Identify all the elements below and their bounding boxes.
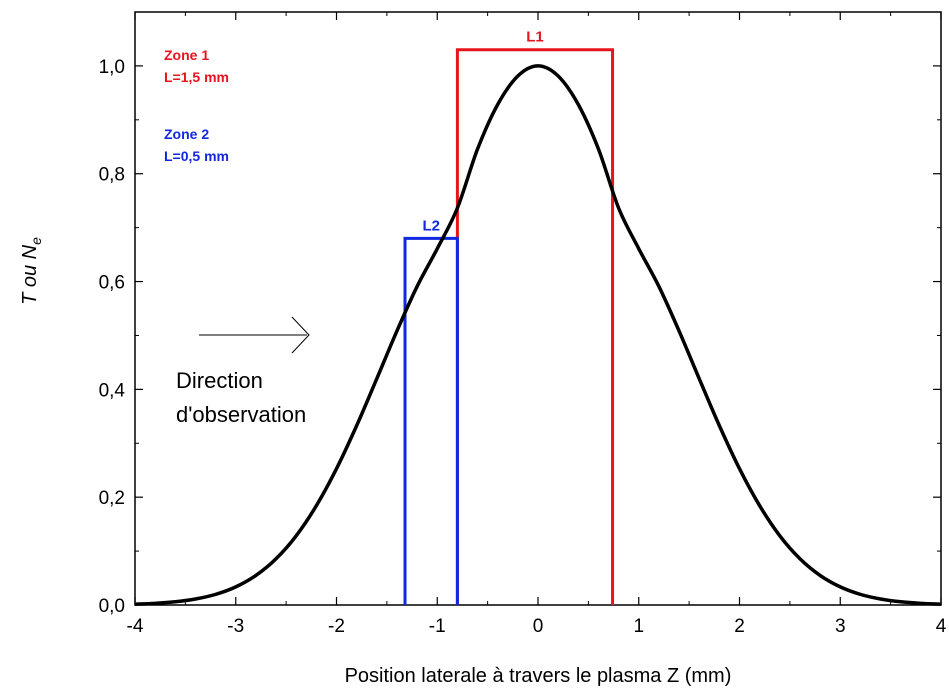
- series-point: [134, 603, 136, 605]
- legend-zone2-title: Zone 2: [164, 126, 209, 142]
- series-point: [839, 586, 841, 588]
- series-point: [557, 75, 559, 77]
- y-tick-label: 0,2: [99, 488, 125, 509]
- region-group: L1 L2: [403, 29, 615, 605]
- series-point: [638, 248, 640, 250]
- series-group: [134, 64, 942, 606]
- series-point: [819, 574, 821, 576]
- series-point: [920, 602, 922, 604]
- series-point: [194, 598, 196, 600]
- x-axis-title: Position laterale à travers le plasma Z …: [345, 665, 732, 687]
- series-point: [396, 330, 398, 332]
- x-tick-label: 1: [633, 616, 644, 637]
- series-point: [900, 601, 902, 603]
- series-point: [275, 558, 277, 560]
- y-axis-title-subscript: e: [28, 237, 44, 245]
- series-point: [940, 603, 942, 605]
- y-tick-label: 0,6: [99, 273, 125, 294]
- series-point: [497, 104, 499, 106]
- series-point: [456, 207, 458, 209]
- y-tick-label: 1,0: [99, 57, 125, 78]
- series-point: [436, 248, 438, 250]
- y-tick-label: 0,0: [99, 596, 125, 617]
- series-point: [235, 586, 237, 588]
- series-point: [597, 148, 599, 150]
- y-axis-title-main: T ou N: [19, 244, 41, 305]
- arrow-icon: [199, 316, 310, 354]
- series-point: [618, 207, 620, 209]
- x-tick-label: 0: [533, 616, 544, 637]
- x-tick-label: -4: [127, 616, 144, 637]
- y-tick-label: 0,8: [99, 165, 125, 186]
- series-point: [678, 330, 680, 332]
- series-point: [376, 378, 378, 380]
- legend-zone1-value: L=1,5 mm: [164, 69, 229, 85]
- series-point: [577, 104, 579, 106]
- tick-group: -4 -3 -2 -1 0 1 2 3 4 0,0 0,2 0,4 0,6 0,8 1,0: [99, 11, 947, 637]
- series-point: [215, 593, 217, 595]
- series-point: [759, 505, 761, 507]
- series-point: [255, 574, 257, 576]
- x-tick-label: -3: [227, 616, 244, 637]
- series-point: [718, 425, 720, 427]
- x-tick-label: 3: [835, 616, 846, 637]
- y-tick-label: 0,4: [99, 380, 126, 401]
- x-tick-label: 4: [936, 616, 947, 637]
- series-point: [880, 598, 882, 600]
- series-point: [859, 593, 861, 595]
- series-point: [295, 535, 297, 537]
- series-point: [658, 285, 660, 287]
- legend-zone1-title: Zone 1: [164, 47, 209, 63]
- series-point: [336, 468, 337, 470]
- x-tick-label: 2: [734, 616, 745, 637]
- x-tick-label: -1: [429, 616, 446, 637]
- series-point: [315, 505, 317, 507]
- x-tick-label: -2: [328, 616, 345, 637]
- series-point: [356, 425, 358, 427]
- region-l2-label: L2: [422, 217, 440, 234]
- series-point: [537, 65, 539, 67]
- annotation-line-2: d'observation: [176, 402, 306, 427]
- series-point: [174, 601, 176, 603]
- series-point: [477, 148, 479, 150]
- y-axis-title: T ou Ne: [19, 237, 44, 305]
- series-point: [779, 535, 781, 537]
- region-l1-label: L1: [526, 29, 544, 46]
- series-point: [517, 75, 519, 77]
- annotation-line-1: Direction: [176, 368, 263, 393]
- region-l2: [403, 236, 459, 605]
- series-point: [154, 602, 156, 604]
- series-point: [698, 378, 700, 380]
- series-point: [739, 468, 740, 470]
- series-point: [799, 558, 801, 560]
- legend-zone2-value: L=0,5 mm: [164, 148, 229, 164]
- series-point: [416, 285, 418, 287]
